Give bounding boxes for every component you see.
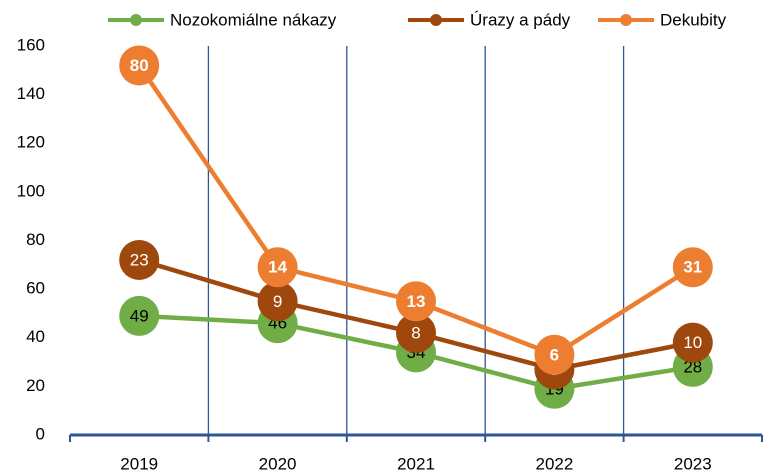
y-tick-label: 160 [17,35,45,54]
y-tick-label: 40 [26,327,45,346]
y-tick-label: 80 [26,230,45,249]
data-point [257,247,298,288]
data-label: 80 [130,56,149,75]
x-tick-label: 2020 [259,454,297,473]
y-tick-label: 120 [17,133,45,152]
data-point [396,312,436,353]
data-point [672,322,713,363]
data-label: 9 [273,292,282,311]
y-tick-label: 100 [17,181,45,200]
data-label: 13 [407,292,426,311]
y-tick-label: 140 [17,84,45,103]
legend-label: Nozokomiálne nákazy [170,10,337,29]
legend-marker [430,14,442,26]
legend-marker [130,14,142,26]
legend-label: Úrazy a pády [470,10,571,29]
data-point [396,281,436,322]
data-label: 8 [411,323,420,342]
data-label: 14 [268,258,287,277]
data-label: 49 [130,306,149,325]
y-tick-label: 60 [26,279,45,298]
x-tick-label: 2023 [674,454,712,473]
data-label: 28 [683,357,702,376]
x-tick-label: 2019 [120,454,158,473]
data-label: 10 [683,333,702,352]
legend-marker [620,14,632,26]
data-point [119,239,160,280]
data-point [119,295,160,336]
data-point [672,247,713,288]
y-tick-label: 20 [26,376,45,395]
data-point [119,45,160,86]
x-tick-label: 2022 [535,454,573,473]
data-point [257,281,298,322]
legend-label: Dekubity [660,10,727,29]
data-label: 23 [130,250,149,269]
data-point [534,334,575,375]
data-label: 6 [550,345,559,364]
x-tick-label: 2021 [397,454,435,473]
data-label: 31 [683,258,702,277]
y-tick-label: 0 [36,424,45,443]
